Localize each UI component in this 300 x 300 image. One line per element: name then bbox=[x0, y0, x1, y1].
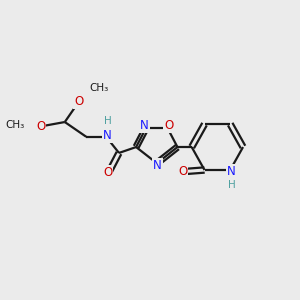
Text: O: O bbox=[74, 95, 84, 108]
Text: O: O bbox=[36, 120, 45, 133]
Text: N: N bbox=[140, 119, 149, 132]
Text: H: H bbox=[228, 180, 236, 190]
Text: O: O bbox=[103, 166, 112, 178]
Text: N: N bbox=[103, 129, 112, 142]
Text: CH₃: CH₃ bbox=[5, 120, 24, 130]
Text: O: O bbox=[164, 119, 173, 132]
Text: N: N bbox=[153, 159, 162, 172]
Text: O: O bbox=[178, 165, 188, 178]
Text: H: H bbox=[104, 116, 111, 126]
Text: CH₃: CH₃ bbox=[89, 83, 109, 93]
Text: N: N bbox=[227, 165, 236, 178]
